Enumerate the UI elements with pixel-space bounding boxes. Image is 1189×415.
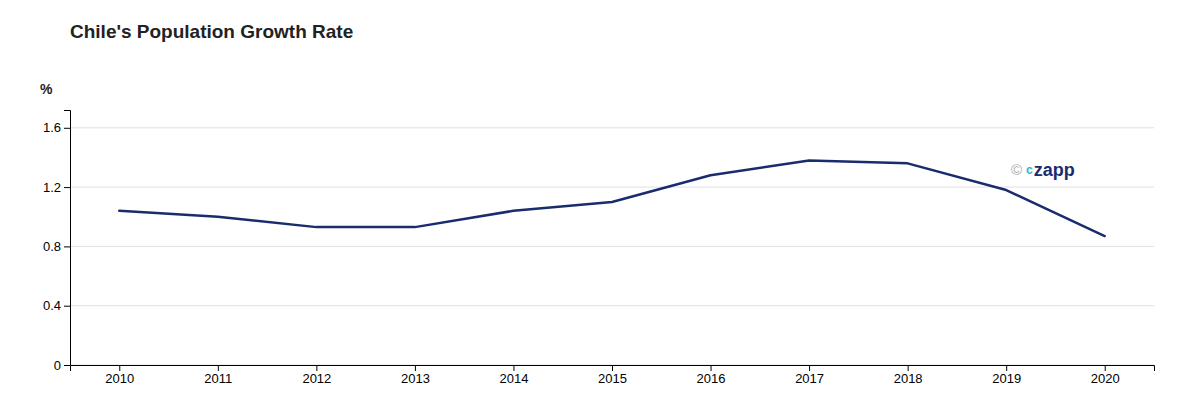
y-tick: 1.2: [43, 180, 70, 195]
line: [119, 160, 1104, 236]
watermark: zapp: [1034, 160, 1075, 180]
x-tick-label: 2015: [598, 371, 627, 386]
y-tick: 0: [54, 358, 70, 373]
x-tick: 2020: [1091, 365, 1120, 386]
y-axis: 0 0.4 0.8 1.2 1.6: [43, 111, 71, 373]
y-tick: 0.8: [43, 239, 70, 254]
x-tick-label: 2020: [1091, 371, 1120, 386]
x-tick-mark: [1006, 365, 1007, 371]
watermark: ©: [1011, 161, 1022, 178]
x-tick: 2018: [894, 365, 923, 386]
x-tick: 2012: [302, 365, 331, 386]
y-tick-mark: [64, 246, 70, 247]
title: Chile's Population Growth Rate: [70, 21, 353, 42]
y-tick: 1.6: [43, 120, 70, 135]
x-tick-label: 2014: [499, 371, 528, 386]
x-tick-label: 2010: [105, 371, 134, 386]
y-tick-mark: [64, 365, 70, 366]
x-tick: 2014: [499, 365, 528, 386]
y-tick-label: 0: [54, 358, 61, 373]
y-tick-mark: [64, 128, 70, 129]
x-tick-mark: [119, 365, 120, 371]
y-tick: 0.4: [43, 298, 70, 313]
y-axis-label: %: [40, 81, 53, 97]
watermark: c: [1026, 163, 1033, 177]
grid-line: [70, 127, 1154, 128]
x-tick-label: 2018: [894, 371, 923, 386]
x-tick-label: 2019: [992, 371, 1021, 386]
x-tick-mark: [908, 365, 909, 371]
x-tick-mark: [513, 365, 514, 371]
x-tick: 2017: [795, 365, 824, 386]
x-tick-label: 2013: [401, 371, 430, 386]
grid-line: [70, 246, 1154, 247]
grid-line: [70, 305, 1154, 306]
x-tick-mark: [316, 365, 317, 371]
y-tick-label: 0.4: [43, 298, 61, 313]
x-tick: 2019: [992, 365, 1021, 386]
x-tick: 2011: [204, 365, 232, 386]
y-tick-label: 1.2: [43, 180, 61, 195]
x-tick-mark: [612, 365, 613, 371]
y-tick-mark: [64, 306, 70, 307]
x-tick: 2016: [697, 365, 726, 386]
y-tick-label: 0.8: [43, 239, 61, 254]
x-tick-mark: [1105, 365, 1106, 371]
x-tick-mark: [809, 365, 810, 371]
y-tick-mark: [64, 187, 70, 188]
x-tick: 2013: [401, 365, 430, 386]
x-tick-label: 2012: [302, 371, 331, 386]
x-tick-label: 2016: [697, 371, 726, 386]
x-axis: 2010 2011 2012 2013 2014 2015 2016 2017 2018 2019…: [71, 365, 1155, 386]
marks: [119, 160, 1104, 236]
chart: Chile's Population Growth Rate%201020112…: [0, 0, 1189, 415]
x-tick-mark: [415, 365, 416, 371]
x-tick-label: 2017: [795, 371, 824, 386]
plot-area: 2010 2011 2012 2013 2014 2015 2016 2017 2018 2019…: [43, 111, 1155, 387]
x-tick-mark: [218, 365, 219, 371]
grid: [70, 128, 1154, 365]
y-axis-line: [64, 111, 71, 366]
x-axis-line: [71, 366, 1155, 372]
y-tick-label: 1.6: [43, 120, 61, 135]
x-tick-label: 2011: [204, 371, 232, 386]
x-tick-mark: [711, 365, 712, 371]
x-tick: 2010: [105, 365, 134, 386]
x-tick: 2015: [598, 365, 627, 386]
